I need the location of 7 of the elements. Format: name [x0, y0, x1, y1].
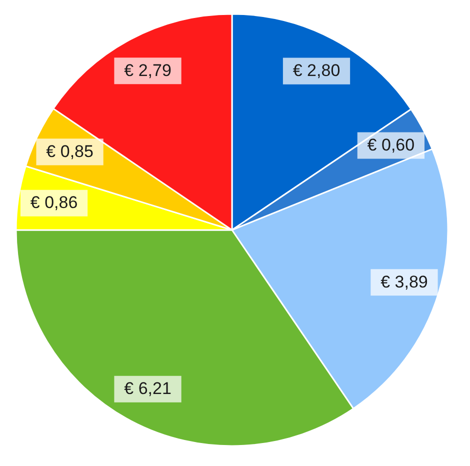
- data-label: € 0,85: [46, 142, 94, 161]
- data-label: € 0,86: [30, 193, 78, 212]
- data-label: € 2,80: [292, 61, 340, 80]
- data-label: € 2,79: [124, 60, 172, 80]
- data-label: € 3,89: [380, 272, 428, 292]
- data-label: € 0,60: [367, 135, 415, 154]
- data-label: € 6,21: [124, 379, 172, 398]
